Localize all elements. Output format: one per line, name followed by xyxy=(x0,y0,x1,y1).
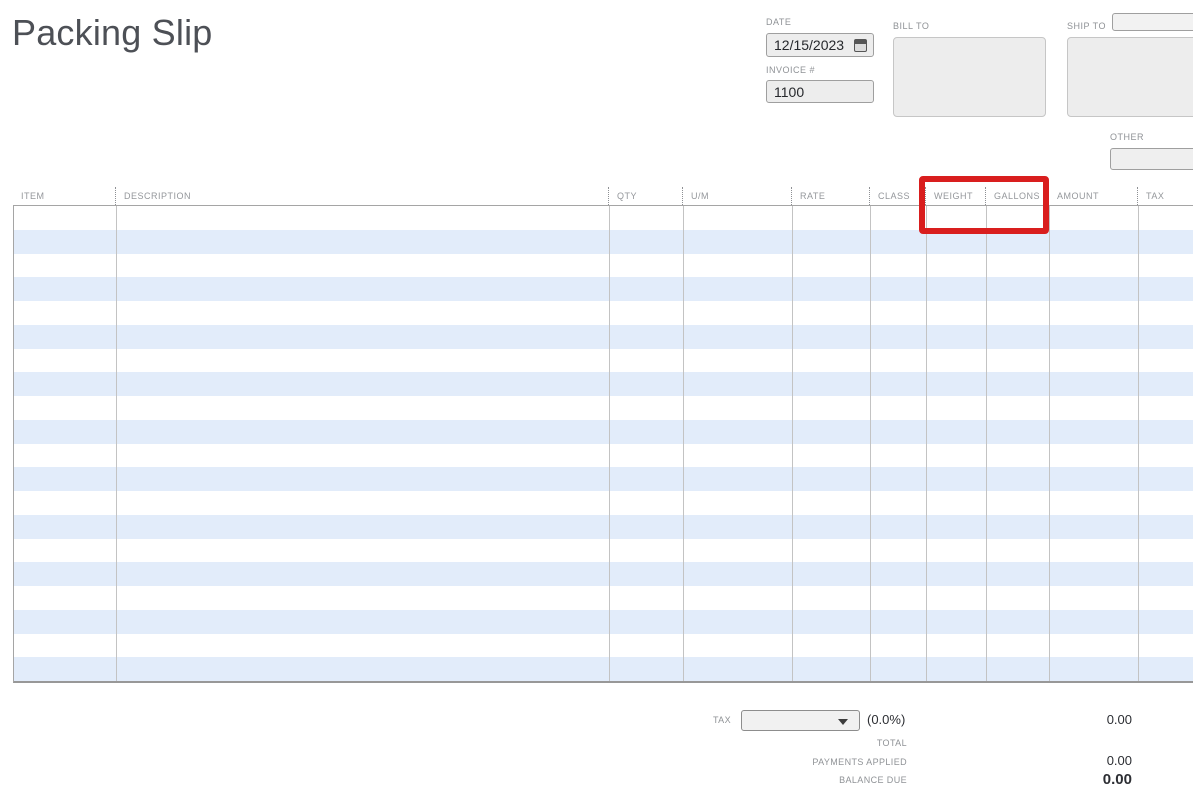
other-label: OTHER xyxy=(1110,132,1144,142)
table-row[interactable] xyxy=(14,372,1193,396)
table-row[interactable] xyxy=(14,539,1193,563)
tax-total-label: TAX xyxy=(712,715,731,725)
table-row[interactable] xyxy=(14,467,1193,491)
tax-dropdown[interactable] xyxy=(741,710,860,731)
table-row[interactable] xyxy=(14,324,1193,349)
page-title: Packing Slip xyxy=(12,12,213,53)
table-row[interactable] xyxy=(14,586,1193,610)
table-row[interactable] xyxy=(14,514,1193,539)
total-label: TOTAL xyxy=(876,738,907,748)
ship-to-box[interactable] xyxy=(1067,37,1193,117)
column-header-um: U/M xyxy=(682,187,791,205)
column-divider xyxy=(609,206,610,681)
column-header-weight: WEIGHT xyxy=(925,187,985,205)
tax-amount: 0.00 xyxy=(1106,712,1132,727)
ship-to-side-field[interactable] xyxy=(1112,13,1193,31)
invoice-number-value: 1100 xyxy=(774,83,805,100)
invoice-number-field[interactable]: 1100 xyxy=(766,80,874,103)
column-divider xyxy=(1049,206,1050,681)
column-header-rate: RATE xyxy=(791,187,869,205)
table-row[interactable] xyxy=(14,254,1193,278)
table-row[interactable] xyxy=(14,229,1193,254)
payments-applied-amount: 0.00 xyxy=(1106,753,1132,768)
table-row[interactable] xyxy=(14,349,1193,373)
table-row[interactable] xyxy=(14,444,1193,468)
table-header-row: ITEM DESCRIPTION QTY U/M RATE CLASS WEIGHT GALL… xyxy=(13,187,1193,205)
bill-to-label: BILL TO xyxy=(893,21,930,31)
date-field[interactable]: 12/15/2023 xyxy=(766,33,874,57)
date-label: DATE xyxy=(766,17,792,27)
calendar-icon[interactable] xyxy=(854,39,867,52)
column-header-item: ITEM xyxy=(21,191,45,201)
column-divider xyxy=(926,206,927,681)
table-row[interactable] xyxy=(14,206,1193,230)
tax-rate-text: (0.0%) xyxy=(867,712,906,727)
column-header-description: DESCRIPTION xyxy=(115,187,608,205)
table-row[interactable] xyxy=(14,396,1193,420)
column-divider xyxy=(986,206,987,681)
column-divider xyxy=(870,206,871,681)
chevron-down-icon xyxy=(838,719,848,725)
balance-due-amount: 0.00 xyxy=(1102,771,1132,788)
column-divider xyxy=(116,206,117,681)
column-header-amount: AMOUNT xyxy=(1048,187,1137,205)
table-row[interactable] xyxy=(14,562,1193,586)
payments-applied-label: PAYMENTS APPLIED xyxy=(812,757,907,767)
table-row[interactable] xyxy=(14,491,1193,515)
bill-to-box[interactable] xyxy=(893,37,1046,117)
table-row[interactable] xyxy=(14,609,1193,634)
table-row[interactable] xyxy=(14,634,1193,658)
balance-due-label: BALANCE DUE xyxy=(839,775,907,785)
table-row[interactable] xyxy=(14,657,1193,681)
table-row[interactable] xyxy=(14,301,1193,325)
column-divider xyxy=(1138,206,1139,681)
table-row[interactable] xyxy=(14,277,1193,301)
column-divider xyxy=(683,206,684,681)
other-field[interactable] xyxy=(1110,148,1193,170)
ship-to-label: SHIP TO xyxy=(1067,21,1107,31)
invoice-number-label: INVOICE # xyxy=(766,65,816,75)
column-header-gallons: GALLONS xyxy=(985,187,1048,205)
column-header-tax: TAX xyxy=(1137,187,1193,205)
table-body xyxy=(13,205,1193,683)
column-header-qty: QTY xyxy=(608,187,682,205)
date-value: 12/15/2023 xyxy=(774,37,845,53)
column-header-class: CLASS xyxy=(869,187,925,205)
column-divider xyxy=(792,206,793,681)
table-row[interactable] xyxy=(14,419,1193,444)
